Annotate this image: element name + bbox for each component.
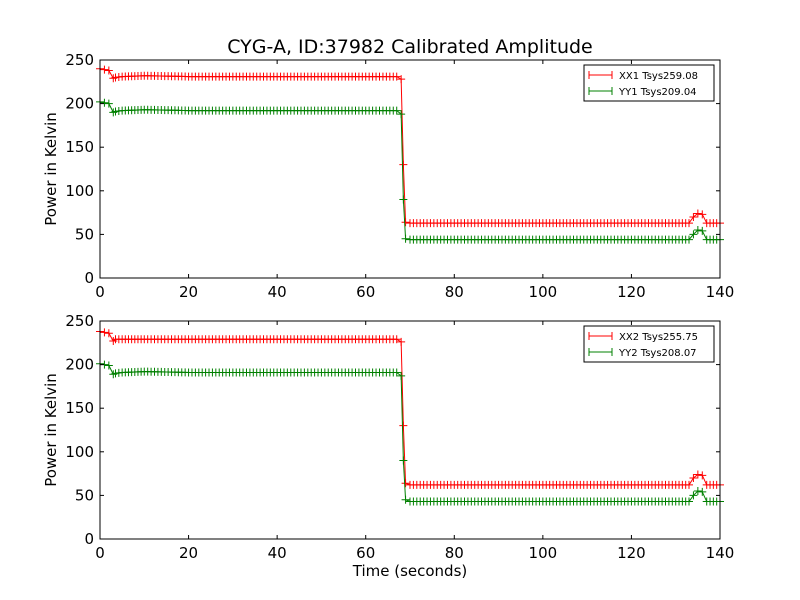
x-tick-label: 140 <box>706 283 735 301</box>
legend-entry-label: XX1 Tsys259.08 <box>619 71 698 82</box>
subplot-bottom: 0 20 40 60 80 100 120 140 0 50 100 150 200 250 Power i… <box>42 312 734 580</box>
legend-entry-label: YY2 Tsys208.07 <box>618 348 697 359</box>
legend-box <box>583 64 715 102</box>
data-point-marker <box>698 487 707 496</box>
x-tick-label: 100 <box>529 544 558 562</box>
legend: XX2 Tsys255.75 YY2 Tsys208.07 <box>583 325 715 363</box>
y-tick-label: 150 <box>65 399 94 417</box>
data-point-marker <box>698 210 707 219</box>
y-tick-label: 200 <box>65 356 94 374</box>
y-tick-label: 150 <box>65 138 94 156</box>
x-tick-label: 80 <box>445 283 464 301</box>
data-point-marker <box>104 66 113 75</box>
x-tick-label: 120 <box>617 283 646 301</box>
data-point-marker <box>685 219 693 228</box>
data-point-marker <box>689 473 698 482</box>
data-point-marker <box>401 495 410 504</box>
axes-frame <box>99 59 721 279</box>
data-point-marker <box>100 98 109 107</box>
data-point-marker <box>401 479 410 488</box>
y-tick-label: 50 <box>75 225 94 243</box>
x-tick-label: 80 <box>445 544 464 562</box>
data-point-marker <box>693 487 702 496</box>
data-point-marker <box>397 110 406 119</box>
legend: XX1 Tsys259.08 YY1 Tsys209.04 <box>583 64 715 102</box>
data-point-marker <box>392 335 401 344</box>
y-tick-label: 250 <box>65 312 94 330</box>
data-point-marker <box>399 160 408 169</box>
y-tick-label: 200 <box>65 95 94 113</box>
data-point-marker <box>100 328 109 337</box>
data-point-marker <box>399 456 408 465</box>
x-tick-label: 0 <box>95 544 105 562</box>
data-point-marker <box>685 235 693 244</box>
y-tick-label: 0 <box>84 530 94 548</box>
data-point-marker <box>693 226 702 235</box>
y-tick-label: 100 <box>65 443 94 461</box>
legend-entry-label: XX2 Tsys255.75 <box>619 332 698 343</box>
data-point-marker <box>100 65 109 74</box>
axes-frame <box>99 320 721 540</box>
figure-title: CYG-A, ID:37982 Calibrated Amplitude <box>227 36 592 58</box>
x-tick-label: 40 <box>268 283 287 301</box>
data-point-marker <box>689 212 698 221</box>
x-axis-label: Time (seconds) <box>352 562 468 580</box>
data-point-marker <box>685 497 693 506</box>
y-axis-label: Power in Kelvin <box>42 373 60 487</box>
x-tick-label: 20 <box>179 544 198 562</box>
data-point-marker <box>698 471 707 480</box>
data-point-marker <box>392 368 401 377</box>
x-tick-label: 120 <box>617 544 646 562</box>
data-point-marker <box>104 329 113 338</box>
legend-entry-label: YY1 Tsys209.04 <box>618 87 697 98</box>
legend-box <box>583 325 715 363</box>
x-tick-label: 20 <box>179 283 198 301</box>
data-point-marker <box>104 361 113 370</box>
x-tick-label: 60 <box>356 544 375 562</box>
x-tick-label: 100 <box>529 283 558 301</box>
y-tick-label: 250 <box>65 51 94 69</box>
subplot-top: 0 20 40 60 80 100 120 140 0 50 100 150 200 250 Power i… <box>42 51 734 301</box>
series-yy <box>96 359 724 506</box>
x-tick-label: 60 <box>356 283 375 301</box>
data-point-marker <box>401 234 410 243</box>
y-axis-label: Power in Kelvin <box>42 112 60 226</box>
data-point-marker <box>392 72 401 81</box>
data-point-marker <box>397 371 406 380</box>
data-point-marker <box>392 106 401 115</box>
data-point-marker <box>399 421 408 430</box>
data-point-marker <box>685 480 693 489</box>
y-tick-label: 0 <box>84 269 94 287</box>
data-point-marker <box>399 195 408 204</box>
series-xx <box>96 327 724 489</box>
series-yy <box>96 97 724 244</box>
x-tick-label: 40 <box>268 544 287 562</box>
y-tick-label: 50 <box>75 486 94 504</box>
data-point-marker <box>693 470 702 479</box>
data-point-marker <box>104 99 113 108</box>
data-point-marker <box>693 209 702 218</box>
data-point-marker <box>401 218 410 227</box>
data-point-marker <box>397 337 406 346</box>
y-tick-label: 100 <box>65 182 94 200</box>
series-xx <box>96 64 724 228</box>
x-tick-label: 140 <box>706 544 735 562</box>
data-point-marker <box>689 230 698 239</box>
data-point-marker <box>698 226 707 235</box>
data-point-marker <box>689 491 698 500</box>
x-tick-label: 0 <box>95 283 105 301</box>
data-point-marker <box>397 75 406 84</box>
